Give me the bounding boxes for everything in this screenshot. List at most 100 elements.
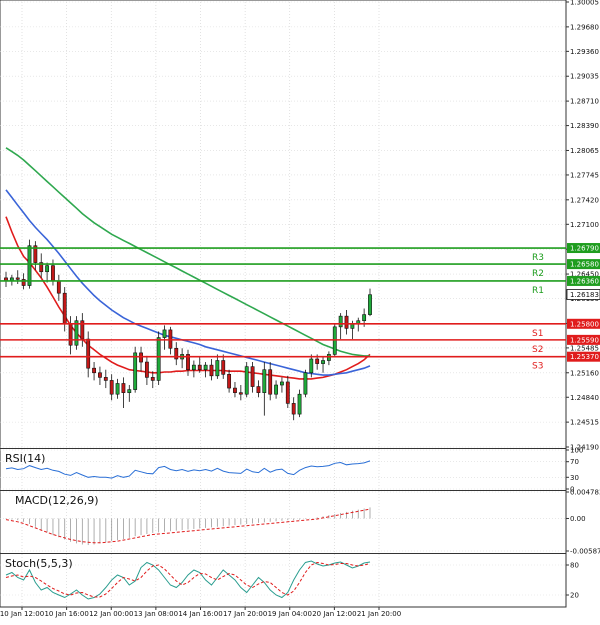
candle xyxy=(368,288,372,317)
candle-body xyxy=(197,364,202,371)
candle xyxy=(45,262,50,283)
level-price-label: 1.25800 xyxy=(570,320,599,328)
candle-body xyxy=(274,384,278,395)
price-tick-label: 1.30005 xyxy=(570,0,599,7)
candle xyxy=(244,362,249,398)
level-price-tag xyxy=(567,351,600,362)
candle xyxy=(344,310,349,335)
level-price-label: 1.26790 xyxy=(570,245,599,253)
candle xyxy=(203,362,208,378)
current-price-tag xyxy=(566,289,600,300)
candle xyxy=(262,362,267,416)
candle-body xyxy=(233,387,237,393)
candle xyxy=(197,357,202,373)
panel-axis-label: -0.005875 xyxy=(570,548,600,556)
candle-body xyxy=(191,364,196,371)
time-tick-label: 19 Jan 04:00 xyxy=(268,610,312,618)
time-tick-label: 21 Jan 20:00 xyxy=(357,610,401,618)
candle-body xyxy=(68,323,73,346)
candle xyxy=(127,385,132,402)
candle xyxy=(233,381,237,398)
panel-title: RSI(14) xyxy=(5,452,45,465)
candle xyxy=(39,253,44,278)
price-tick-label: 1.25485 xyxy=(570,344,599,352)
candle-body xyxy=(338,315,343,328)
candle xyxy=(297,389,302,418)
price-tick-label: 1.29680 xyxy=(570,23,599,31)
time-tick-label: 13 Jan 08:00 xyxy=(134,610,178,618)
time-tick-label: 14 Jan 16:00 xyxy=(178,610,222,618)
panel-title: MACD(12,26,9) xyxy=(15,494,99,507)
candle-body xyxy=(215,360,220,377)
candle-body xyxy=(162,329,167,338)
panel-axis-label: 30 xyxy=(570,474,579,482)
candle xyxy=(109,374,114,401)
indicator-line xyxy=(5,561,371,598)
candle-body xyxy=(291,403,296,415)
candle-body xyxy=(221,360,226,375)
candle-body xyxy=(280,381,284,386)
candle-body xyxy=(250,366,255,387)
candle xyxy=(68,316,73,355)
candle xyxy=(15,270,20,284)
current-price-label: 1.26183 xyxy=(570,291,599,299)
candle xyxy=(56,274,61,301)
candle-body xyxy=(362,314,367,322)
candle xyxy=(103,369,108,389)
candle xyxy=(238,385,243,401)
price-tick-label: 1.28390 xyxy=(570,122,599,130)
level-name-r2: R2 xyxy=(532,269,544,279)
level-name-r1: R1 xyxy=(532,286,544,296)
candle xyxy=(338,313,343,340)
price-tick-label: 1.27100 xyxy=(570,221,599,229)
price-tick-label: 1.24515 xyxy=(570,419,599,427)
candle xyxy=(215,354,220,379)
panel-axis-label: 0.004783 xyxy=(570,489,600,497)
candle-body xyxy=(133,352,138,390)
candle xyxy=(285,375,290,408)
moving-average-line xyxy=(5,147,370,357)
panel-axis-label: 70 xyxy=(570,458,579,466)
candle-body xyxy=(321,360,325,364)
candle-body xyxy=(203,364,208,371)
panel-axis-label: 80 xyxy=(570,562,579,570)
candle-body xyxy=(227,374,232,389)
candle xyxy=(250,362,255,393)
candle xyxy=(92,362,96,381)
panel-axis-label: 20 xyxy=(570,592,579,600)
price-tick-label: 1.26450 xyxy=(570,271,599,279)
candle-body xyxy=(244,366,249,395)
indicator-line xyxy=(5,560,371,600)
level-price-label: 1.25590 xyxy=(570,336,599,344)
candle-body xyxy=(115,383,120,395)
candle-body xyxy=(62,292,67,325)
level-name-r3: R3 xyxy=(532,253,544,263)
candle-body xyxy=(103,377,108,381)
plot-frame xyxy=(0,0,567,608)
candle xyxy=(133,346,138,393)
price-tick-label: 1.24190 xyxy=(570,444,599,452)
indicator-line xyxy=(5,508,371,544)
time-tick-label: 10 Jan 16:00 xyxy=(44,610,88,618)
level-price-tag xyxy=(567,275,600,286)
candle xyxy=(86,331,91,378)
candle-body xyxy=(21,279,26,286)
candle-body xyxy=(109,380,114,395)
level-price-label: 1.26580 xyxy=(570,261,599,269)
candle xyxy=(162,325,167,350)
price-tick-label: 1.29035 xyxy=(570,73,599,81)
candle xyxy=(209,358,214,381)
candle-body xyxy=(344,315,349,329)
level-name-s1: S1 xyxy=(532,329,543,339)
panel-axis-label: 0 xyxy=(570,486,574,494)
candle xyxy=(186,349,190,376)
candle xyxy=(227,369,232,393)
price-tick-label: 1.27420 xyxy=(570,196,599,204)
level-name-s2: S2 xyxy=(532,345,543,355)
candle-body xyxy=(262,369,267,393)
candle-body xyxy=(86,338,91,369)
candle xyxy=(74,316,79,350)
candle xyxy=(256,380,261,398)
candle xyxy=(303,369,308,398)
